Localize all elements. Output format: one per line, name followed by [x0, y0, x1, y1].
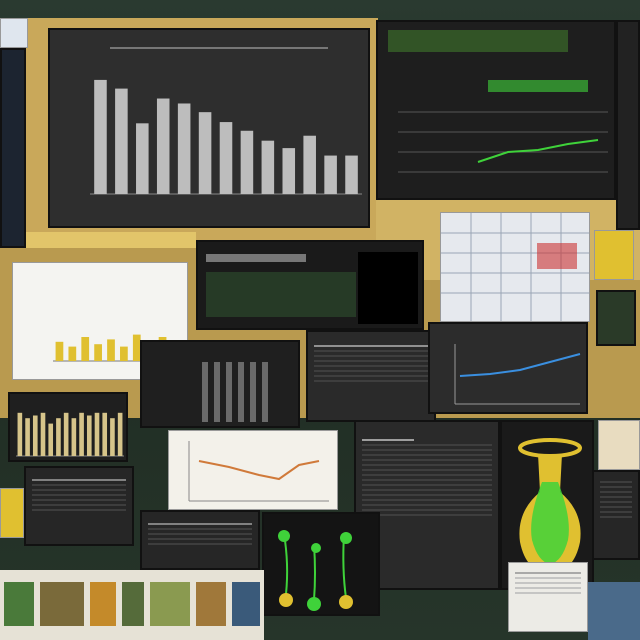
bar — [94, 344, 102, 361]
bottom-photo-strip — [0, 570, 264, 640]
bar — [115, 88, 128, 194]
small-bar-chart-panel — [8, 392, 128, 462]
chart-grid-graphic — [202, 362, 268, 422]
small-bar-chart — [16, 412, 124, 457]
bar — [25, 418, 30, 456]
bar — [86, 415, 92, 456]
text-panel-right — [592, 470, 640, 560]
bar — [107, 339, 115, 361]
bar — [55, 341, 64, 361]
yellow-label-strip — [26, 232, 196, 248]
bar — [102, 412, 108, 456]
thumbnail-right-2 — [596, 290, 636, 346]
grid-graphic — [441, 213, 589, 321]
bar — [345, 155, 358, 194]
bar — [81, 337, 90, 361]
bar — [282, 148, 296, 194]
bar — [261, 140, 275, 194]
bar — [117, 412, 123, 456]
thumbnail-right-1 — [594, 230, 634, 280]
thumbnail-right-3 — [598, 420, 640, 470]
bar — [79, 412, 84, 456]
monitor-panel — [196, 240, 424, 330]
chart-title-placeholder — [110, 44, 328, 52]
bar — [40, 412, 46, 456]
vase-icon — [518, 438, 582, 574]
bar — [219, 122, 233, 194]
vase-panel — [500, 420, 594, 590]
bottom-right-document — [508, 562, 588, 632]
line-chart-white-panel — [168, 430, 338, 510]
bar — [17, 412, 23, 456]
bar — [63, 412, 69, 456]
left-edge-panel — [0, 48, 26, 248]
bar — [110, 418, 115, 456]
bar — [136, 123, 149, 194]
bar — [68, 346, 77, 361]
bar — [94, 79, 107, 194]
line-chart-dark-panel — [428, 322, 588, 414]
bar — [177, 103, 191, 194]
bar — [303, 135, 316, 194]
line-chart-white — [188, 441, 329, 502]
right-edge-panel — [616, 20, 640, 230]
chart-grid-panel — [140, 340, 300, 428]
photo-thumbnails — [4, 582, 260, 626]
bar — [94, 412, 100, 456]
left-top-photo — [0, 18, 28, 48]
text-panel-lower-left — [24, 466, 134, 546]
bar — [324, 155, 337, 194]
bottom-right-photo — [588, 582, 640, 640]
data-screen-graphic — [388, 30, 608, 173]
bar — [240, 130, 254, 194]
plant-bulbs-icon — [278, 530, 353, 611]
grid-document-panel — [440, 212, 590, 322]
bar — [132, 334, 141, 361]
bar — [71, 418, 77, 456]
bar — [48, 423, 54, 456]
bar — [120, 346, 128, 361]
line-chart-dark — [454, 344, 581, 405]
white-chart-panel — [12, 262, 188, 380]
text-panel-middle — [306, 330, 436, 422]
monitor-graphic — [206, 252, 418, 324]
bar — [56, 418, 61, 456]
text-panel-lower-center — [140, 510, 260, 570]
main-bar-chart — [90, 79, 362, 195]
bulbs-panel — [262, 512, 380, 616]
main-bar-chart-panel — [48, 28, 370, 228]
data-screen-panel — [376, 20, 616, 200]
bar — [198, 112, 212, 194]
bar — [32, 415, 38, 456]
bar — [156, 98, 170, 194]
thumbnail-left-lower — [0, 488, 24, 538]
